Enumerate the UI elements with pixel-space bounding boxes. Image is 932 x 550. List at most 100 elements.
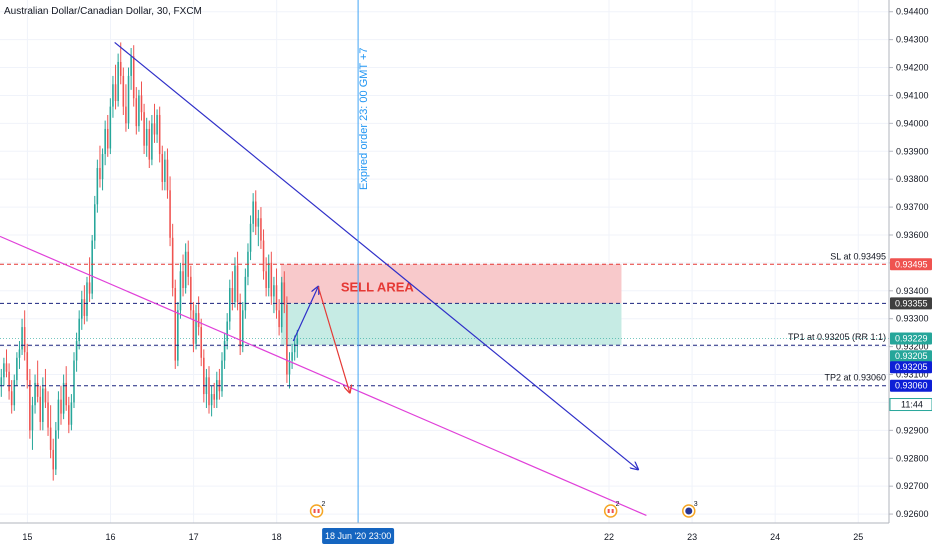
price-tag [890,297,932,310]
level-label-tp1: TP1 at 0.93205 (RR 1:1) [788,332,886,342]
candle-body [267,262,270,289]
candle-body [273,285,275,297]
time-tick-label: 15 [22,532,32,542]
candle-body [114,84,117,102]
candle-body [73,360,75,403]
candle-body [104,128,106,155]
candles [0,42,299,481]
candle-body [288,360,291,375]
candle-body [52,449,55,470]
time-tick-label: 25 [853,532,863,542]
candle-body [161,154,164,182]
candle-body [112,84,114,107]
price-tick-label: 0.93300 [896,314,929,324]
candle-body [93,204,96,241]
candle-body [257,218,260,227]
candle-body [13,380,16,406]
price-tick-label: 0.93900 [896,146,929,156]
trendlines [0,41,647,517]
candle-body [42,388,44,422]
candle-body [39,396,42,422]
candle-body [91,240,93,294]
candle-body [234,265,236,302]
candle-body [182,271,184,289]
candle-body [60,399,62,414]
price-tag-label: 0.93229 [895,334,928,344]
level-label-tp2: TP2 at 0.93060 [824,373,886,383]
candle-body [275,285,278,311]
up-arrow [292,287,318,342]
candle-body [23,327,26,353]
event-marker: 3 [682,501,698,518]
candle-body [101,154,104,180]
candle-body [99,168,101,180]
price-tick-label: 0.92600 [896,509,929,519]
time-tick-label: 23 [687,532,697,542]
candle-body [29,380,31,431]
zone-sell-area [280,264,622,304]
price-tick-label: 0.92900 [896,425,929,435]
price-tick-label: 0.94300 [896,35,929,45]
time-highlight-label: 18 Jun '20 23:00 [325,531,391,541]
price-tag-label: 0.93495 [895,259,928,269]
candle-body [57,399,60,431]
event-count: 2 [322,501,326,508]
candle-body [122,75,125,107]
candle-body [210,394,213,406]
candle-body [241,310,244,347]
candle-body [83,299,86,316]
candle-body [223,341,226,361]
candle-body [171,237,174,289]
candle-body [18,349,21,358]
candle-body [216,380,218,400]
candle-body [16,357,18,381]
candle-body [151,123,153,160]
time-tick-label: 22 [604,532,614,542]
candle-body [75,341,78,361]
grid [0,0,889,523]
price-tick-label: 0.93200 [896,342,929,352]
candle-body [280,282,283,328]
price-tag [890,258,932,271]
candle-body [145,128,148,146]
candle-body [195,313,197,344]
candle-body [153,123,156,135]
candle-body [88,282,91,294]
time-axis-bg [0,523,932,550]
candle-body [143,112,145,146]
candle-body [169,190,171,238]
candle-body [68,405,70,425]
candle-body [249,223,252,252]
candle-body [156,114,158,135]
candle-body [278,310,280,328]
expired-order-line: Expired order 23: 00 GMT +7 [357,0,370,523]
price-tick-label: 0.93700 [896,202,929,212]
candle-body [166,159,169,191]
candle-body [260,218,262,241]
candle-body [179,271,182,311]
trendline-falling-resistance [114,41,638,469]
candle-body [177,310,179,361]
price-tag-label: 0.93205 [895,351,928,361]
event-count: 2 [616,501,620,508]
candle-body [286,304,288,375]
candle-body [190,276,192,311]
candle-body [44,388,47,403]
candle-body [78,318,80,342]
candle-body [213,394,215,400]
events: 2 2 3 [309,501,698,518]
candle-body [296,338,299,344]
candle-body [125,106,127,124]
candle-body [197,313,200,328]
time-tick-label: 16 [105,532,115,542]
price-tag [890,350,932,363]
candle-body [10,391,13,406]
price-tick-label: 0.93800 [896,174,929,184]
time-tick-label: 18 [272,532,282,542]
price-tick-label: 0.94000 [896,118,929,128]
candle-body [36,382,39,397]
candle-body [96,168,99,205]
trade-zones: SELL AREA [280,264,622,346]
ca-flag-center [609,509,612,513]
